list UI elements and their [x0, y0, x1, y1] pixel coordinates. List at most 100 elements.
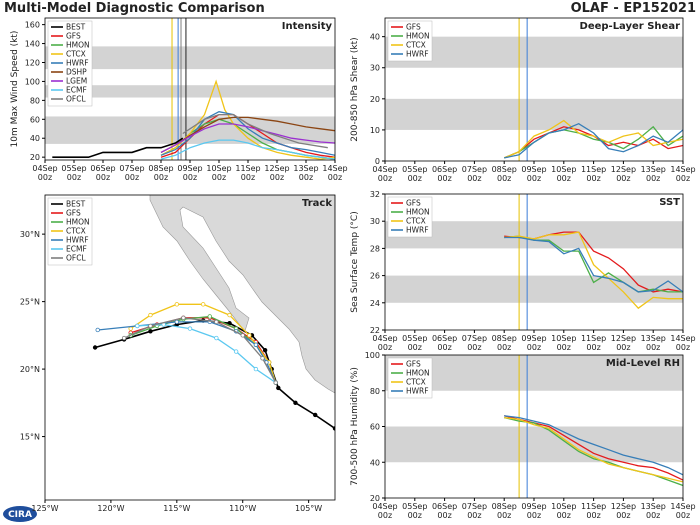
y-tick-label: 0: [375, 157, 380, 166]
x-tick-label: 06Sep 00z: [432, 334, 457, 352]
label-line: 06Sep: [90, 164, 115, 173]
legend-label: CTCX: [406, 378, 426, 387]
legend-label: OFCL: [66, 95, 86, 104]
label-line: 00z: [241, 173, 255, 182]
y-tick-label: 26: [370, 272, 380, 281]
label-line: 00z: [497, 174, 511, 183]
label-line: 00z: [616, 343, 630, 352]
series-line: [504, 231, 683, 310]
legend-label: GFS: [66, 32, 81, 41]
y-tick-label: 120: [25, 58, 40, 67]
label-line: 00z: [527, 511, 541, 520]
y-tick-label: 160: [25, 21, 40, 30]
x-tick-label: 07Sep 00z: [462, 334, 487, 352]
x-tick-label: 06Sep 00z: [432, 502, 457, 520]
label-line: 00z: [125, 173, 139, 182]
label-line: 00z: [557, 174, 571, 183]
y-tick-label: 22: [370, 326, 380, 335]
x-tick-label: 125°W: [31, 504, 58, 513]
panel-title: Intensity: [282, 21, 333, 32]
plot-frame: [44, 194, 336, 501]
label-line: 00z: [212, 173, 226, 182]
x-tick-label: 04Sep 00z: [372, 334, 397, 352]
x-tick-label: 105°W: [295, 504, 322, 513]
label-line: 00z: [586, 174, 600, 183]
y-axis-label: 10m Max Wind Speed (kt): [10, 31, 20, 148]
panel-title: Mid-Level RH: [606, 358, 680, 369]
label-line: 06Sep: [432, 334, 457, 343]
label-line: 04Sep: [372, 334, 397, 343]
y-tick-label: 20: [30, 153, 40, 162]
logo-text: CIRA: [8, 510, 32, 520]
x-tick-label: 06Sep 00z: [432, 165, 457, 183]
track-point: [253, 366, 259, 372]
label-line: 11Sep: [581, 334, 606, 343]
label-line: 00z: [38, 173, 52, 182]
y-tick-label: 20: [370, 95, 380, 104]
legend-label: HWRF: [66, 59, 89, 68]
label-line: 09Sep: [521, 334, 546, 343]
label-line: 00z: [408, 511, 422, 520]
label-line: 04Sep: [372, 165, 397, 174]
y-tick-label: 25°N: [20, 298, 40, 307]
y-tick-label: 10: [370, 126, 380, 135]
track-point: [174, 302, 180, 307]
label-line: 10Sep: [551, 334, 576, 343]
track-point: [187, 326, 193, 331]
x-tick-label: 08Sep 00z: [492, 502, 517, 520]
storm-id: OLAF - EP152021: [571, 1, 696, 16]
series-line: [504, 416, 683, 483]
label-line: 13Sep: [641, 502, 666, 511]
label-line: 09Sep: [521, 165, 546, 174]
band: [385, 275, 683, 303]
x-tick-label: 07Sep 00z: [462, 165, 487, 183]
land: [149, 195, 335, 394]
label-line: 13Sep: [293, 164, 318, 173]
y-axis-label: 700-500 hPa Humidity (%): [350, 367, 360, 486]
label-line: 14Sep: [670, 502, 695, 511]
y-tick-label: 40: [370, 33, 380, 42]
label-line: 14Sep: [322, 164, 347, 173]
label-line: 09Sep: [521, 502, 546, 511]
track-point: [135, 323, 140, 329]
legend-label: GFS: [66, 209, 81, 218]
series-line: [160, 111, 335, 156]
label-line: 07Sep: [462, 334, 487, 343]
band: [385, 426, 683, 463]
label-line: 09Sep: [177, 164, 202, 173]
label-line: 07Sep: [462, 502, 487, 511]
legend-label: ECMF: [66, 245, 87, 254]
track-point: [148, 323, 153, 329]
label-line: 00z: [467, 174, 481, 183]
x-tick-label: 12Sep 00z: [611, 165, 636, 183]
track-point: [174, 319, 180, 325]
label-line: 08Sep: [492, 502, 517, 511]
label-line: 00z: [67, 173, 81, 182]
label-line: 10Sep: [206, 164, 231, 173]
legend-label: HWRF: [406, 50, 429, 59]
x-tick-label: 115°W: [163, 504, 190, 513]
label-line: 00z: [378, 511, 392, 520]
y-tick-label: 24: [370, 299, 380, 308]
track-point: [240, 333, 245, 338]
track-point: [214, 319, 219, 325]
series-line: [160, 123, 335, 153]
logo-badge: [3, 506, 37, 522]
track-point: [247, 333, 252, 338]
x-tick-label: 10Sep 00z: [551, 165, 576, 183]
y-tick-label: 100: [365, 351, 380, 360]
x-tick-label: 07Sep 00z: [119, 164, 144, 182]
track-point: [92, 345, 98, 350]
figure-title: Multi-Model Diagnostic Comparison: [4, 1, 265, 16]
y-tick-label: 30: [370, 64, 380, 73]
label-line: 00z: [437, 174, 451, 183]
track-point: [332, 426, 335, 431]
band: [385, 36, 683, 68]
label-line: 00z: [616, 511, 630, 520]
legend-label: HMON: [406, 208, 430, 217]
legend-label: GFS: [406, 360, 421, 369]
